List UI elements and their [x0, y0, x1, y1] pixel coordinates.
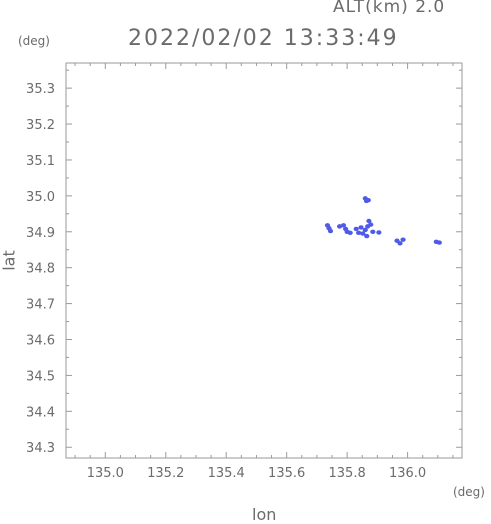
x-tick-label: 135.2 — [147, 466, 184, 481]
y-tick-label: 34.8 — [26, 262, 55, 277]
plot-frame — [65, 62, 463, 459]
echo-point — [336, 224, 343, 229]
x-tick-label: 135.8 — [329, 466, 366, 481]
x-tick-label: 136.0 — [389, 466, 426, 481]
echo-point — [347, 230, 353, 236]
y-tick-label: 35.2 — [26, 118, 55, 133]
y-tick-label: 34.4 — [26, 405, 55, 420]
y-unit-label: (deg) — [18, 34, 50, 48]
echo-point — [400, 237, 406, 242]
echo-point — [360, 231, 366, 236]
x-tick-label: 135.0 — [87, 466, 124, 481]
y-tick-label: 35.1 — [26, 154, 55, 169]
y-tick-label: 34.7 — [26, 298, 55, 313]
x-tick-label: 135.4 — [208, 466, 245, 481]
echo-point — [356, 230, 362, 236]
y-tick-label: 34.9 — [26, 226, 55, 241]
y-tick-label: 34.6 — [26, 334, 55, 349]
echo-point — [353, 226, 359, 232]
echo-point — [340, 223, 347, 228]
echo-point — [327, 228, 334, 234]
x-unit-label: (deg) — [453, 485, 485, 499]
altitude-label: ALT(km) 2.0 — [333, 0, 446, 17]
echo-point — [366, 218, 372, 224]
echo-point — [376, 230, 382, 235]
x-tick-label: 135.6 — [268, 466, 305, 481]
y-tick-label: 34.5 — [26, 369, 55, 384]
echo-point — [397, 241, 403, 246]
y-tick-label: 34.3 — [26, 441, 55, 456]
echo-point — [364, 233, 370, 239]
echo-point — [362, 227, 368, 233]
x-axis-label: lon — [252, 505, 277, 524]
y-tick-label: 35.0 — [26, 190, 55, 205]
echo-point — [363, 198, 370, 204]
chart-title: 2022/02/02 13:33:49 — [128, 26, 399, 51]
echo-point — [370, 229, 376, 234]
echo-point — [365, 224, 371, 229]
echo-point — [358, 225, 364, 230]
y-tick-label: 35.3 — [26, 82, 55, 97]
echo-point — [436, 240, 442, 245]
